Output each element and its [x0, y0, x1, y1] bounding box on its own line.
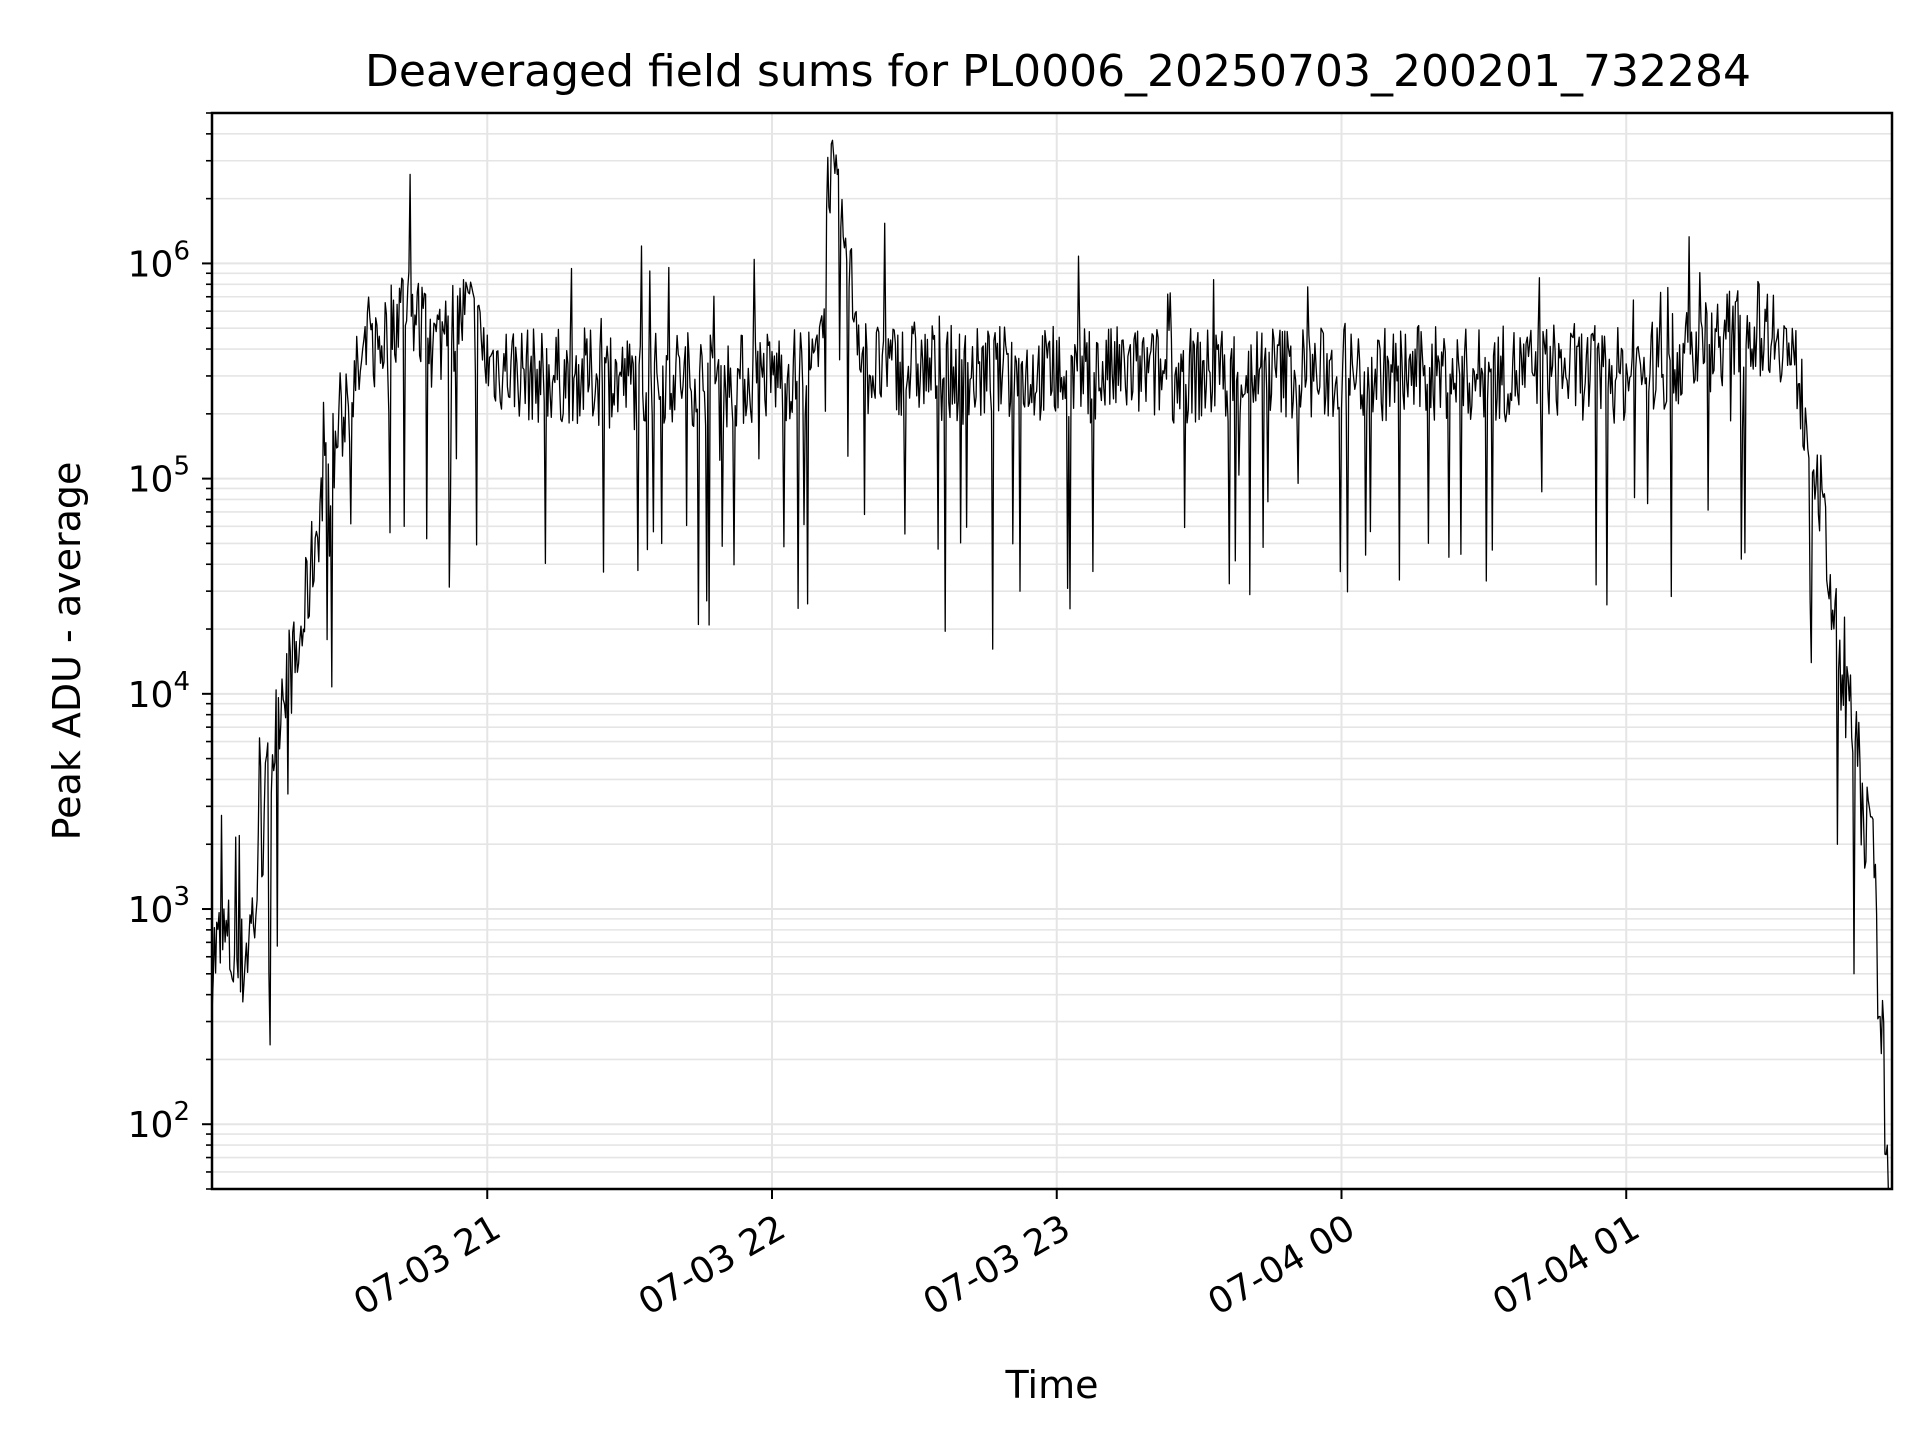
- y-tick-label: 105: [128, 452, 190, 501]
- chart-title: Deaveraged field sums for PL0006_2025070…: [365, 46, 1751, 97]
- y-tick-label: 102: [128, 1097, 190, 1146]
- plot-frame: [210, 111, 1894, 1191]
- y-tick-label: 104: [128, 667, 190, 716]
- y-axis-label: Peak ADU - average: [45, 462, 89, 841]
- series-line: [211, 139, 1889, 1190]
- x-axis-label: Time: [1005, 1363, 1099, 1407]
- y-tick-label: 106: [128, 236, 190, 285]
- series-layer: [211, 139, 1889, 1190]
- y-tick-label: 103: [128, 882, 190, 931]
- y-axis: 102 103 104 105 106: [128, 236, 212, 1146]
